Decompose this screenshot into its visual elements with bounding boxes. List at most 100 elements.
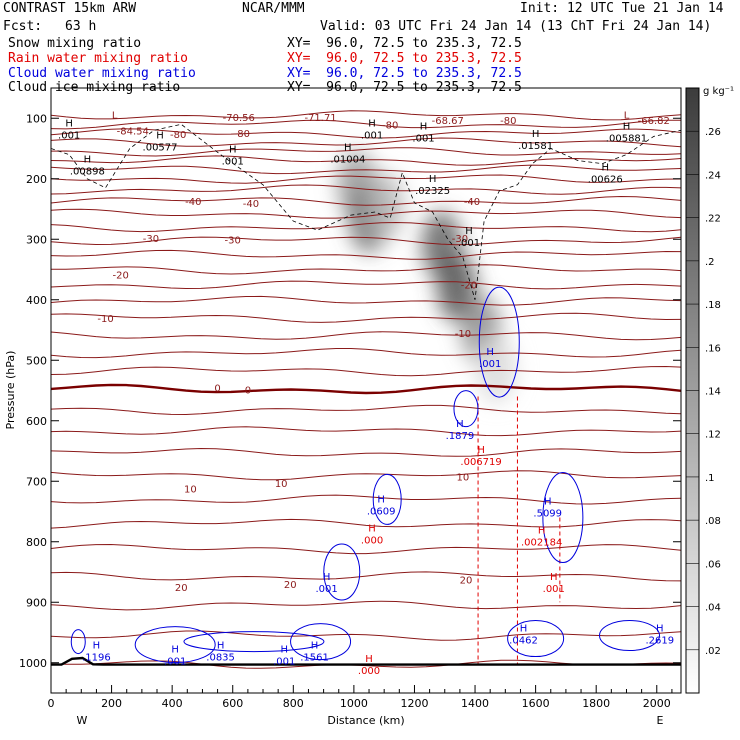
colorbar-tick-label: .1 (705, 473, 715, 484)
extremum-marker: H (538, 526, 546, 537)
extremum-marker: L (624, 110, 630, 121)
colorbar-tick-label: .02 (705, 646, 721, 657)
temperature-label: -10 (97, 314, 113, 325)
field-xy-cloud-water: XY= 96.0, 72.5 to 235.3, 72.5 (287, 66, 522, 81)
temperature-label: -80 (382, 120, 398, 131)
extremum-marker: H (368, 524, 376, 535)
isotherm-line (51, 174, 681, 184)
isotherm-line (51, 249, 681, 260)
extremum-value: .006719 (460, 457, 501, 468)
y-tick-label: 700 (26, 475, 47, 488)
extremum-value: .001 (273, 657, 295, 668)
extremum-marker: H (344, 143, 352, 154)
extremum-value: .1879 (446, 431, 475, 442)
isotherm-line (51, 365, 681, 377)
isotherm-line (51, 137, 681, 148)
isotherm-line (51, 155, 681, 166)
extremum-marker: H (550, 572, 558, 583)
x-tick-label: 400 (162, 697, 183, 710)
extremum-value: .001 (222, 156, 244, 167)
colorbar-tick-label: .22 (705, 214, 721, 225)
cloud-water-contour (323, 543, 361, 601)
temperature-label: -80 (500, 116, 516, 127)
x-tick-label: 1600 (522, 697, 550, 710)
temperature-label: 10 (275, 479, 288, 490)
x-tick-label: 2000 (643, 697, 671, 710)
isotherm-line (51, 208, 681, 219)
y-axis-label: Pressure (hPa) (4, 351, 17, 430)
extremum-value: .1561 (300, 652, 329, 663)
temperature-label: 20 (460, 575, 473, 586)
extremum-value: .01004 (330, 155, 365, 166)
isotherm-line (51, 195, 681, 206)
colorbar-tick-label: .12 (705, 430, 721, 441)
temperature-label: 10 (184, 485, 197, 496)
snow-shading-layer (336, 150, 517, 404)
temperature-label: -80 (170, 130, 186, 141)
temperature-label: -30 (143, 234, 159, 245)
cloud-water-contour (70, 629, 86, 655)
extremum-marker: H (171, 645, 179, 656)
cloud-water-contour (372, 473, 402, 525)
temperature-label: -20 (461, 281, 477, 292)
valid-time: Valid: 03 UTC Fri 24 Jan 14 (13 ChT Fri … (320, 19, 712, 34)
y-tick-label: 400 (26, 294, 47, 307)
temperature-label: -40 (464, 197, 480, 208)
extremum-marker: H (544, 496, 552, 507)
y-tick-label: 600 (26, 415, 47, 428)
extremum-marker: H (420, 121, 428, 132)
plot-frame (50, 87, 682, 694)
cloud-water-contour (290, 623, 352, 661)
colorbar-tick-label: .2 (705, 257, 715, 268)
contour-labels-layer: -70.56 -71.71 -68.67 -66.82 -84.54 -80 -80 -80 -… (58, 110, 674, 676)
extremum-value: .001 (361, 130, 383, 141)
init-time: Init: 12 UTC Tue 21 Jan 14 (520, 1, 724, 16)
temperature-label: 20 (284, 580, 297, 591)
isotherm-line (51, 312, 681, 323)
extremum-marker: H (486, 347, 494, 358)
extremum-marker: H (65, 118, 73, 129)
isotherm-line (51, 494, 681, 505)
cloud-water-contour (134, 626, 216, 664)
colorbar-tick-label: .24 (705, 170, 721, 181)
field-name-rain: Rain water mixing ratio (8, 51, 189, 66)
temperature-label: -30 (452, 234, 468, 245)
extremum-value: .0462 (509, 636, 538, 647)
temperature-label: -70.56 (223, 113, 255, 124)
isotherm-line (51, 447, 681, 457)
fcst-value: 63 h (65, 19, 97, 34)
temperature-label: -66.82 (638, 116, 670, 127)
cloud-ice-contour (51, 123, 681, 300)
extremum-value: .000 (358, 666, 380, 677)
extremum-value: .001 (479, 359, 501, 370)
extremum-value: .00577 (143, 142, 178, 153)
isotherm-line (51, 404, 681, 416)
temperature-label: -40 (243, 199, 259, 210)
isotherm-line (51, 280, 681, 290)
isotherm-line (51, 110, 681, 121)
colorbar-tick-label: .26 (705, 127, 721, 138)
isotherm-line (51, 600, 681, 611)
extremum-value: .001 (412, 133, 434, 144)
extremum-value: .005881 (606, 133, 647, 144)
extremum-value: .001 (458, 238, 480, 249)
org-label: NCAR/MMM (242, 1, 305, 16)
isotherm-line (51, 470, 681, 481)
x-axis-label: Distance (km) (327, 714, 404, 727)
temperature-label: -40 (185, 197, 201, 208)
cloud-water-contour (542, 472, 584, 564)
colorbar-ticks: .26 .24 .22 .2 .18 .16 .14 .12 .1 .08 .06 .04 .02 (686, 127, 721, 657)
extremum-value: .002184 (521, 538, 562, 549)
isotherm-line (51, 236, 681, 246)
extremum-value: .02325 (415, 186, 450, 197)
cloud-water-contour (507, 620, 565, 658)
extremum-marker: H (365, 654, 373, 665)
extremum-value: .01581 (518, 141, 553, 152)
temperature-label: -10 (455, 329, 471, 340)
temperature-label: -71.71 (304, 113, 336, 124)
extremum-value: .1196 (82, 652, 111, 663)
x-tick-label: 200 (101, 697, 122, 710)
temperature-label: 20 (175, 583, 188, 594)
extremum-marker: H (156, 130, 164, 141)
